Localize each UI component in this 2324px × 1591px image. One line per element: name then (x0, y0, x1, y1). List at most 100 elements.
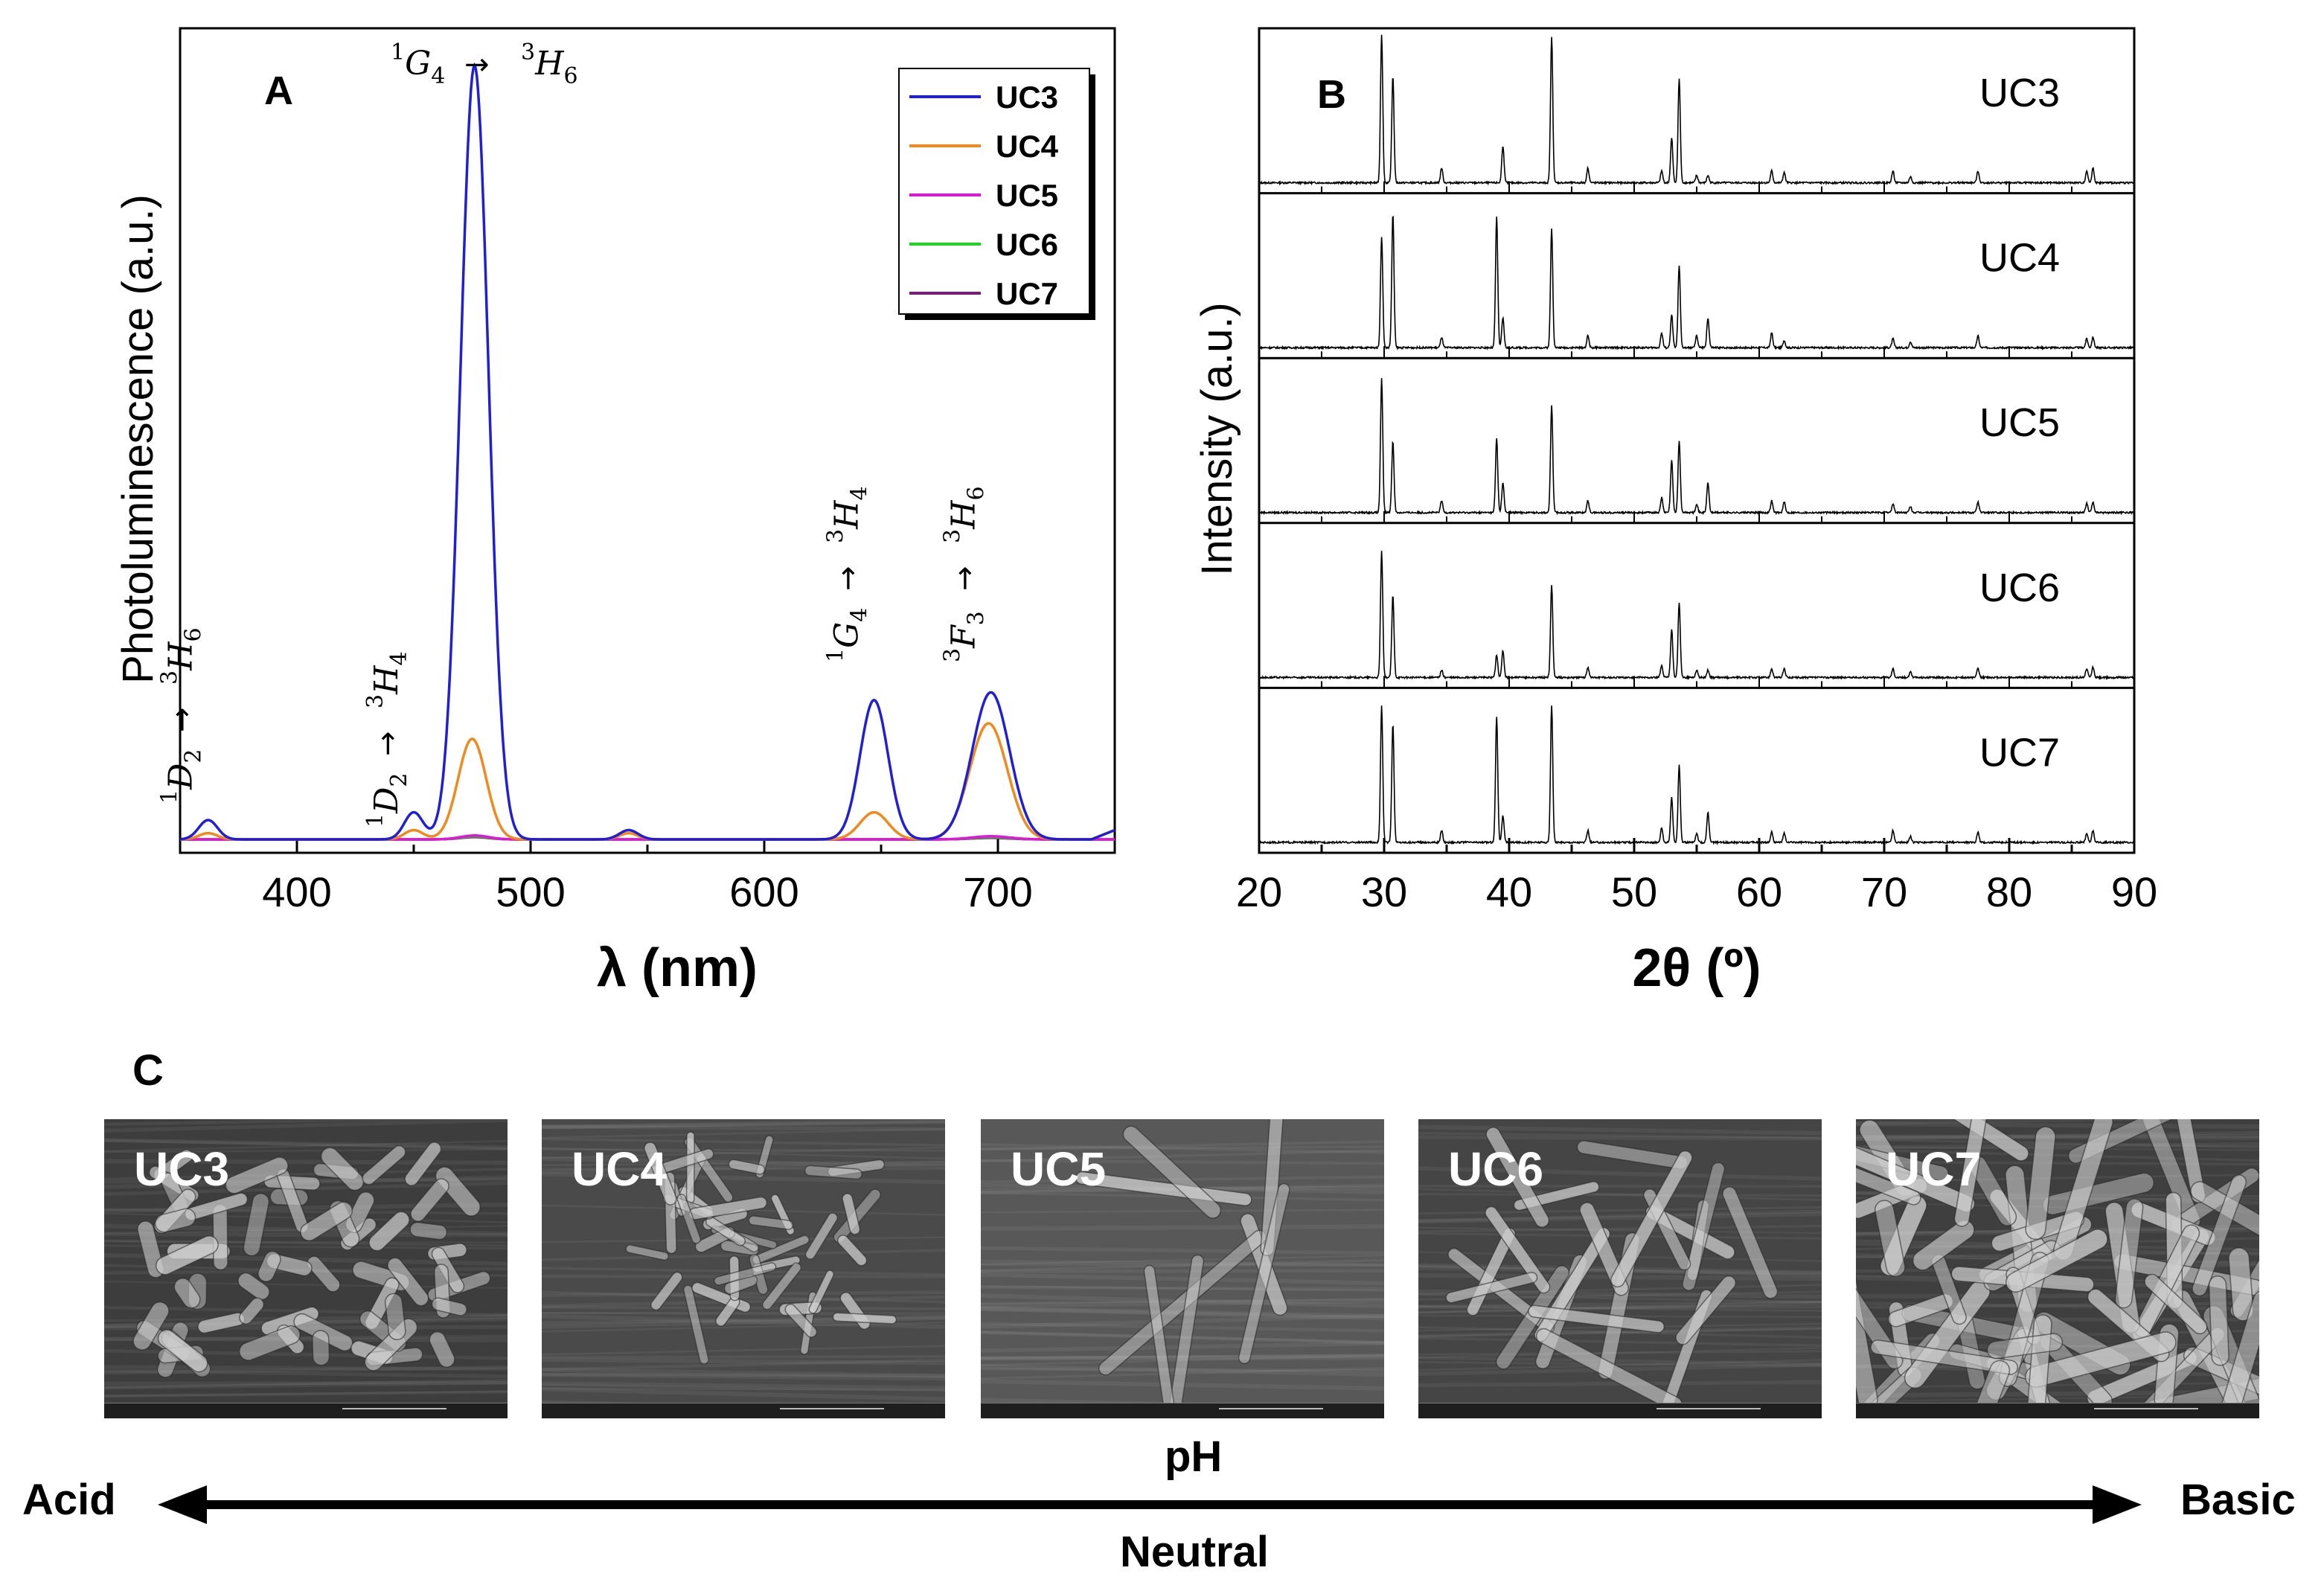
sem-streak (542, 1124, 945, 1131)
sem-particle (429, 1331, 455, 1368)
sem-particle (714, 1262, 777, 1286)
sem-streak (1418, 1124, 1822, 1136)
sem-particle (387, 1257, 429, 1307)
term-symbol: 1D2 (362, 773, 412, 827)
sem-particle (685, 1131, 695, 1204)
sem-streak (542, 1322, 945, 1333)
legend-label-uc6: UC6 (996, 227, 1058, 262)
xrd-pattern-uc5 (1258, 378, 2134, 516)
sem-streak (542, 1386, 945, 1401)
sem-image-uc5: UC5 (981, 1119, 1384, 1418)
sem-particle (2025, 1126, 2056, 1241)
sem-particle (808, 1270, 835, 1314)
sem-streak (104, 1390, 508, 1398)
transition-annotation: 1G4 → 3H6 (391, 39, 578, 89)
sem-particle (842, 1193, 861, 1235)
sem-particle (728, 1159, 766, 1175)
sem-streak (542, 1119, 945, 1130)
xrd-pattern-uc7 (1258, 705, 2134, 846)
sem-particle (2026, 1314, 2052, 1418)
legend-label-uc3: UC3 (996, 80, 1058, 115)
sem-particle (1856, 1142, 1976, 1213)
x-tick-label: 60 (1736, 868, 1782, 915)
x-tick-label: 80 (1986, 868, 2032, 915)
sem-particle (1856, 1148, 1921, 1206)
panel-b-y-axis-label: Intensity (a.u.) (1193, 302, 1241, 575)
sem-particle (173, 1278, 201, 1309)
sem-particle (364, 1318, 418, 1371)
sem-streak (542, 1147, 945, 1160)
panel-b-x-axis-label: 2θ (º) (1632, 938, 1761, 998)
panel-b-axes-frame (1258, 27, 2136, 854)
legend-box (898, 68, 1090, 315)
arrow-right-glyph: → (371, 731, 405, 756)
sem-streak (542, 1345, 945, 1356)
sem-particle (300, 1201, 353, 1241)
sem-particle (1238, 1182, 1290, 1365)
sem-streak (104, 1239, 508, 1247)
sem-particle (1870, 1339, 2019, 1375)
xrd-series-label-uc4: UC4 (1979, 236, 2060, 281)
sem-particle (1166, 1254, 1205, 1418)
sem-particle (2228, 1247, 2254, 1322)
sem-streak (981, 1285, 1384, 1292)
sem-streak (1418, 1209, 1822, 1223)
sem-texture-uc3 (104, 1119, 508, 1418)
sem-streak (1418, 1224, 1822, 1233)
sem-streak (1418, 1226, 1822, 1235)
sem-label-uc4: UC4 (572, 1142, 668, 1196)
x-tick-label: 700 (963, 868, 1032, 915)
sem-streak (981, 1299, 1384, 1308)
sem-streak (542, 1358, 945, 1371)
sem-streak (981, 1269, 1384, 1273)
panel-b-xrd-chart: 20 30 40 50 60 70 80 90 UC3 UC4 UC5 UC6 UC7 B Inten… (1193, 27, 2157, 998)
arrow-right-glyph: → (831, 566, 865, 591)
sem-streak (981, 1159, 1384, 1165)
sem-particle (1722, 1186, 1779, 1299)
sem-streak (1418, 1336, 1822, 1348)
sem-streak (1418, 1132, 1822, 1139)
term-symbol: 3H6 (940, 486, 990, 543)
sem-streak (542, 1372, 945, 1381)
x-tick-label: 90 (2111, 868, 2157, 915)
sem-particle (1485, 1127, 1550, 1228)
sem-streak (542, 1357, 945, 1366)
sem-streak (981, 1143, 1384, 1154)
x-tick-label: 500 (496, 868, 565, 915)
sem-particle (723, 1274, 758, 1295)
sem-image-uc6: UC6 (1418, 1119, 1822, 1418)
sem-particle (239, 1297, 265, 1325)
sem-particle (243, 1193, 270, 1257)
sem-texture-uc5 (981, 1119, 1384, 1418)
sem-streak (981, 1259, 1384, 1267)
sem-streak (542, 1313, 945, 1329)
sem-particle (154, 1208, 196, 1233)
sem-particle (1445, 1272, 1538, 1304)
sem-image-uc3: UC3 (104, 1119, 508, 1418)
sem-particle (431, 1297, 467, 1316)
panel-a-y-axis-label: Photoluminescence (a.u.) (114, 194, 162, 684)
sem-particle (435, 1166, 481, 1217)
sem-particle (837, 1235, 868, 1267)
transition-annotation: 1D2 → 3H4 (362, 651, 412, 827)
term-symbol: 3F3 (940, 611, 990, 662)
panel-c-label: C (132, 1046, 164, 1095)
panel-a-x-axis-label: λ (nm) (597, 938, 758, 998)
sem-particle (784, 1303, 818, 1338)
transition-annotation: 3F3 → 3H6 (940, 486, 990, 662)
sem-particle (650, 1271, 683, 1311)
sem-particle (804, 1212, 839, 1260)
sem-streak (1418, 1356, 1822, 1366)
sem-streak (981, 1273, 1384, 1286)
sem-streak (542, 1147, 945, 1152)
sem-particle (404, 1142, 442, 1186)
sem-particle (132, 1301, 170, 1351)
sem-particle (1610, 1150, 1693, 1288)
sem-particle (2208, 1275, 2229, 1366)
sem-particle (2214, 1290, 2259, 1418)
sem-scale-bar (1418, 1403, 1822, 1418)
rotated-label: 1D2 → 3H4 (362, 651, 412, 827)
sem-streak (104, 1119, 508, 1133)
panel-a-photoluminescence-chart: 400 500 600 700 1G4 → 3H6 1D2 → 3H6 1D2 → 3H4 1G4 → 3H… (114, 27, 1116, 998)
